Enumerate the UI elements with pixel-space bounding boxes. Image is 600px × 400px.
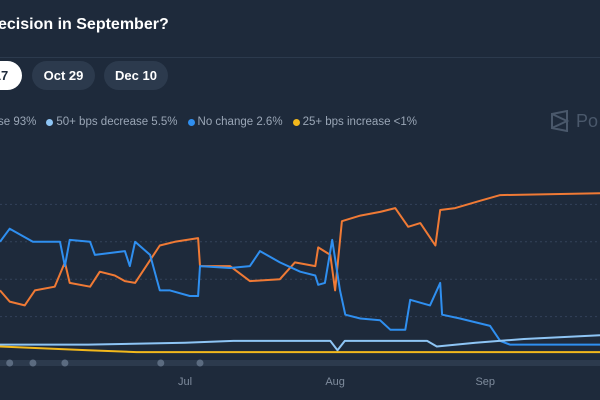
scrubber-marker[interactable] [157,359,165,367]
legend-dot-icon [187,118,195,126]
tab-oct-29[interactable]: Oct 29 [32,61,95,90]
tab-sep-17[interactable]: 17 [0,61,22,90]
tab-dec-10[interactable]: Dec 10 [104,61,168,90]
legend-item-no-change: No change 2.6% [187,116,283,128]
market-title: ecision in September? [0,16,169,33]
time-scrubber [0,360,600,366]
legend-dot-icon [46,118,54,126]
legend-label: 50+ bps decrease 5.5% [56,116,178,128]
x-tick-label: Sep [475,376,495,388]
polymarket-logo: Po [550,110,598,132]
divider [0,57,600,58]
x-tick-label: Aug [325,376,345,388]
scrubber-marker[interactable] [29,359,37,367]
chart-legend: se 93% 50+ bps decrease 5.5% No change 2… [0,116,427,128]
legend-item-25bps-increase: 25+ bps increase <1% [292,116,418,128]
series-line-no-change [0,227,600,346]
scrubber-marker[interactable] [6,359,14,367]
legend-label: No change 2.6% [197,116,283,128]
legend-item-25bps-decrease: se 93% [0,116,36,128]
series-line-25-bps-decrease [0,192,600,307]
brand-name: Po [576,110,599,131]
scrubber-marker[interactable] [196,359,204,367]
legend-label: se 93% [0,116,37,128]
legend-label: 25+ bps increase <1% [302,116,418,128]
series-line-50-bps-decrease [0,334,600,352]
legend-dot-icon [292,118,300,126]
polymarket-logo-icon [551,110,570,132]
legend-item-50bps-decrease: 50+ bps decrease 5.5% [46,116,178,128]
scrubber-marker[interactable] [61,359,69,367]
series-line-25-bps-increase [0,345,600,354]
x-tick-label: Jul [178,376,192,388]
